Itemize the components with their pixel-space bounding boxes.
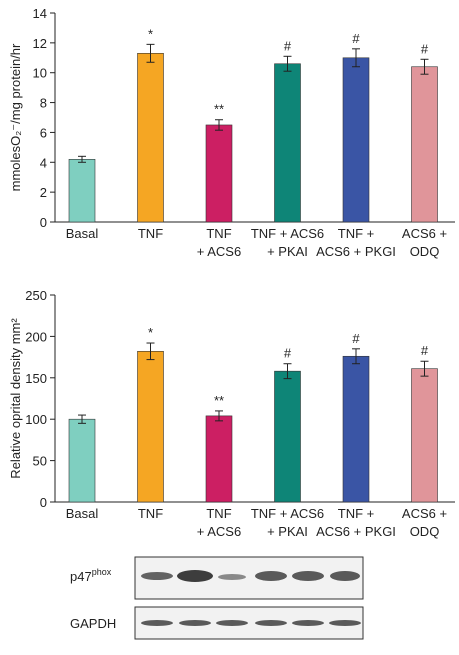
error-bar bbox=[146, 43, 155, 63]
x-tick-label-line: ACS6 + bbox=[402, 506, 447, 521]
y-tick-label: 50 bbox=[33, 454, 47, 469]
x-tick-label-line: Basal bbox=[66, 226, 99, 241]
y-tick-label: 6 bbox=[40, 125, 47, 140]
x-tick-label: TNF + ACS6 + PKGI bbox=[316, 226, 396, 259]
error-bar bbox=[146, 342, 155, 361]
x-tick-label-line: TNF + ACS6 bbox=[251, 226, 324, 241]
x-tick-label: ACS6 + ODQ bbox=[402, 226, 447, 259]
significance-mark: ** bbox=[214, 393, 224, 408]
bar bbox=[274, 63, 301, 223]
blot-label: p47phox bbox=[70, 567, 112, 584]
x-tick-label-line: ODQ bbox=[410, 244, 440, 259]
significance-mark: ** bbox=[214, 102, 224, 117]
bar bbox=[205, 124, 233, 223]
x-tick-label-line: TNF bbox=[138, 226, 163, 241]
x-tick-label: TNF bbox=[138, 506, 163, 521]
y-tick-label: 100 bbox=[25, 412, 47, 427]
x-tick-label: TNF + ACS6 bbox=[197, 226, 241, 259]
y-axis-label: mmolesO₂⁻/mg protein/hr bbox=[8, 43, 23, 191]
x-tick-label-line: TNF + bbox=[338, 506, 374, 521]
x-tick-label: Basal bbox=[66, 506, 99, 521]
blot-label-name: p47 bbox=[70, 569, 92, 584]
significance-mark: # bbox=[421, 41, 429, 56]
y-tick-label: 10 bbox=[33, 66, 47, 81]
x-tick-label-line: + PKAI bbox=[267, 524, 308, 539]
error-bar bbox=[215, 119, 223, 131]
blot-box bbox=[134, 556, 364, 600]
bar bbox=[411, 66, 438, 223]
error-bar bbox=[283, 363, 292, 380]
y-tick-label: 12 bbox=[33, 36, 47, 51]
bar bbox=[274, 370, 301, 503]
bar bbox=[205, 415, 233, 503]
bar bbox=[68, 159, 96, 223]
significance-mark: # bbox=[284, 346, 292, 361]
x-tick-label: ACS6 + ODQ bbox=[402, 506, 447, 539]
x-tick-label: TNF + ACS6 + PKAI bbox=[251, 506, 324, 539]
x-tick-label: TNF + ACS6 + PKAI bbox=[251, 226, 324, 259]
y-tick-label: 0 bbox=[40, 495, 47, 510]
significance-mark: * bbox=[148, 325, 153, 340]
x-tick-label: TNF + ACS6 bbox=[197, 506, 241, 539]
y-tick-label: 8 bbox=[40, 96, 47, 111]
bands bbox=[141, 570, 361, 626]
x-tick-label-line: ACS6 + PKGI bbox=[316, 244, 396, 259]
bar bbox=[68, 418, 96, 503]
x-tick-label-line: + ACS6 bbox=[197, 244, 241, 259]
y-tick-label: 200 bbox=[25, 329, 47, 344]
x-tick-label-line: ACS6 + PKGI bbox=[316, 524, 396, 539]
error-bar bbox=[78, 155, 86, 163]
error-bar bbox=[78, 414, 86, 424]
x-tick-label-line: ACS6 + bbox=[402, 226, 447, 241]
error-bar bbox=[283, 55, 292, 72]
x-tick-label-line: + ACS6 bbox=[197, 524, 241, 539]
bar bbox=[137, 53, 164, 223]
x-tick-label-line: TNF bbox=[138, 506, 163, 521]
bar bbox=[137, 351, 164, 503]
y-tick-label: 0 bbox=[40, 215, 47, 230]
significance-mark: # bbox=[284, 38, 292, 53]
blot-label-sup: phox bbox=[92, 567, 112, 577]
significance-mark: # bbox=[352, 331, 360, 346]
error-bar bbox=[352, 48, 360, 68]
x-tick-label: Basal bbox=[66, 226, 99, 241]
x-tick-label-line: Basal bbox=[66, 506, 99, 521]
bar bbox=[342, 57, 370, 223]
error-bar bbox=[215, 410, 223, 422]
significance-mark: # bbox=[421, 343, 429, 358]
x-tick-label-line: TNF + ACS6 bbox=[251, 506, 324, 521]
x-tick-label: TNF + ACS6 + PKGI bbox=[316, 506, 396, 539]
x-tick-label-line: ODQ bbox=[410, 524, 440, 539]
x-tick-label-line: TNF + bbox=[338, 226, 374, 241]
y-axis-label: Relative oprital density mm² bbox=[8, 318, 23, 479]
western-blot: p47phox GAPDH bbox=[70, 556, 364, 640]
x-tick-label-line: TNF bbox=[206, 226, 231, 241]
y-tick-label: 14 bbox=[33, 6, 47, 21]
y-tick-label: 150 bbox=[25, 371, 47, 386]
y-tick-label: 2 bbox=[40, 185, 47, 200]
x-tick-label-line: TNF bbox=[206, 506, 231, 521]
significance-mark: * bbox=[148, 26, 153, 41]
error-bar bbox=[352, 348, 360, 365]
x-tick-label-line: + PKAI bbox=[267, 244, 308, 259]
significance-mark: # bbox=[352, 31, 360, 46]
y-tick-label: 250 bbox=[25, 288, 47, 303]
y-tick-label: 4 bbox=[40, 155, 47, 170]
bar bbox=[411, 368, 438, 503]
error-bar bbox=[420, 58, 429, 75]
x-tick-label: TNF bbox=[138, 226, 163, 241]
error-bar bbox=[420, 360, 429, 377]
blot-label: GAPDH bbox=[70, 616, 116, 631]
bar bbox=[342, 355, 370, 503]
